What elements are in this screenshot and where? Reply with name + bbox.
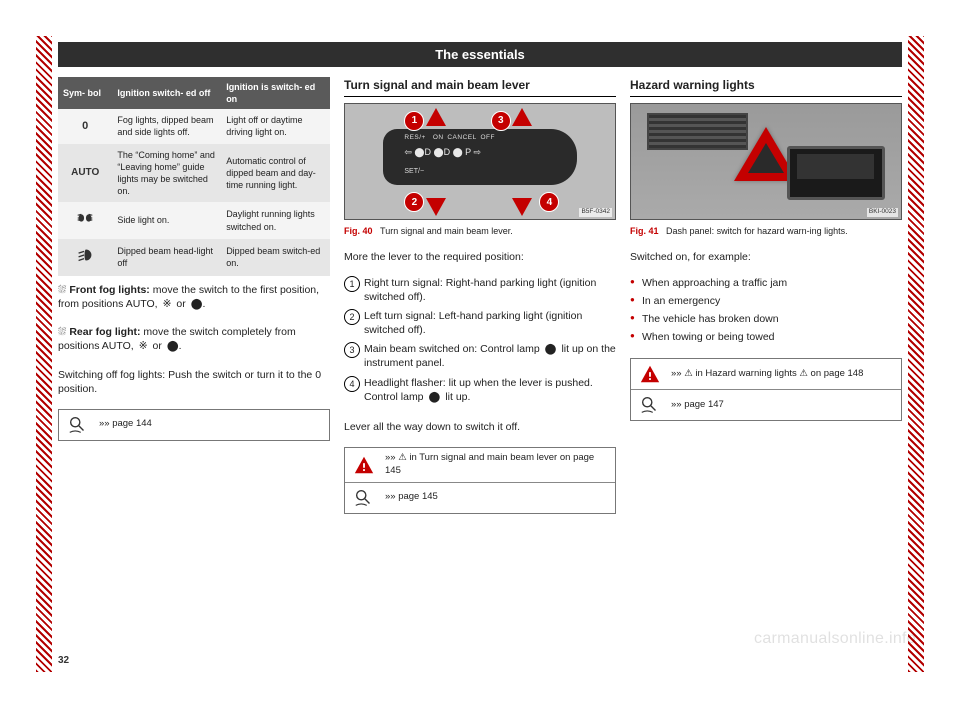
lever-outro: Lever all the way down to switch it off.	[344, 420, 616, 434]
sym-auto: AUTO	[58, 144, 112, 203]
column-2: Turn signal and main beam lever RES/+ ON…	[344, 77, 616, 666]
cell-on: Dipped beam switch-ed on.	[221, 239, 330, 276]
rear-fog-label: Rear fog light:	[69, 326, 140, 338]
book-icon	[65, 414, 91, 436]
lever-intro: More the lever to the required position:	[344, 250, 616, 264]
figure-40: RES/+ ON CANCEL OFF ⇦ ⬤D ⬤D ⬤ P ⇨ SET/− …	[344, 103, 616, 220]
arrow-up-1	[426, 108, 446, 126]
step-3: Main beam switched on: Control lamp ⬤ li…	[344, 342, 616, 370]
rear-fog-para: ⛆ Rear fog light: move the switch comple…	[58, 325, 330, 353]
page-header: The essentials	[58, 42, 902, 67]
figure-ref-code: BKI-0023	[867, 208, 898, 217]
table-row: 0 Fog lights, dipped beam and side light…	[58, 109, 330, 143]
page-number: 32	[58, 655, 69, 666]
bullet-3: The vehicle has broken down	[630, 312, 902, 326]
stalk-set-label: SET/−	[404, 167, 424, 176]
warning-ref-text: »» ⚠ in Hazard warning lights ⚠ on page …	[671, 368, 863, 381]
bullet-2: In an emergency	[630, 294, 902, 308]
sym-sidelight-icon	[58, 202, 112, 239]
callout-4: 4	[539, 192, 559, 212]
warning-ref-row: »» ⚠ in Turn signal and main beam lever …	[345, 448, 615, 482]
step-4: Headlight flasher: lit up when the lever…	[344, 376, 616, 404]
figure-40-image: RES/+ ON CANCEL OFF ⇦ ⬤D ⬤D ⬤ P ⇨ SET/− …	[345, 104, 615, 219]
figure-40-caption: Fig. 40 Turn signal and main beam lever.	[344, 225, 616, 237]
fig-number: Fig. 40	[344, 226, 373, 236]
cell-on: Daylight running lights switched on.	[221, 202, 330, 239]
bullet-1: When approaching a traffic jam	[630, 276, 902, 290]
reference-box: »» ⚠ in Turn signal and main beam lever …	[344, 447, 616, 514]
book-ref-text: »» page 144	[99, 418, 152, 431]
hazard-intro: Switched on, for example:	[630, 250, 902, 264]
symbol-table: Sym- bol Ignition switch- ed off Ignitio…	[58, 77, 330, 276]
bullet-4: When towing or being towed	[630, 330, 902, 344]
step-2: Left turn signal: Left-hand parking ligh…	[344, 309, 616, 337]
front-fog-para: ⛆ Front fog lights: move the switch to t…	[58, 283, 330, 311]
book-ref-row: »» page 147	[631, 389, 901, 420]
sym-zero: 0	[58, 109, 112, 143]
page-content: The essentials Sym- bol Ignition switch-…	[58, 42, 902, 666]
lever-steps: Right turn signal: Right-hand parking li…	[344, 276, 616, 409]
arrow-down-4	[512, 198, 532, 216]
th-off: Ignition switch- ed off	[112, 77, 221, 109]
cell-off: Fog lights, dipped beam and side lights …	[112, 109, 221, 143]
fog-icon: ⛆	[58, 326, 69, 338]
reference-box: »» page 144	[58, 409, 330, 441]
cell-off: Dipped beam head-light off	[112, 239, 221, 276]
table-row: Dipped beam head-light off Dipped beam s…	[58, 239, 330, 276]
arrow-down-2	[426, 198, 446, 216]
page-border-right	[908, 36, 924, 672]
table-row: AUTO The “Coming home” and “Leaving home…	[58, 144, 330, 203]
callout-2: 2	[404, 192, 424, 212]
page-border-left	[36, 36, 52, 672]
switch-off-para: Switching off fog lights: Push the switc…	[58, 368, 330, 396]
warning-ref-row: »» ⚠ in Hazard warning lights ⚠ on page …	[631, 359, 901, 389]
figure-ref-code: B5F-0342	[579, 208, 612, 217]
fig-caption-text: Turn signal and main beam lever.	[380, 226, 513, 236]
column-3: Hazard warning lights BKI-0023 Fig. 41 D…	[630, 77, 902, 666]
warning-icon	[637, 363, 663, 385]
section-title: Hazard warning lights	[630, 77, 902, 97]
figure-41-image: BKI-0023	[631, 104, 901, 219]
cell-on: Automatic control of dipped beam and day…	[221, 144, 330, 203]
cell-off: Side light on.	[112, 202, 221, 239]
cell-off: The “Coming home” and “Leaving home” gui…	[112, 144, 221, 203]
sym-dipped-icon	[58, 239, 112, 276]
figure-41-caption: Fig. 41 Dash panel: switch for hazard wa…	[630, 225, 902, 237]
fog-icon: ⛆	[58, 284, 69, 296]
book-ref-text: »» page 147	[671, 399, 724, 412]
hazard-bullets: When approaching a traffic jam In an eme…	[630, 276, 902, 349]
th-symbol: Sym- bol	[58, 77, 112, 109]
arrow-up-3	[512, 108, 532, 126]
warning-ref-text: »» ⚠ in Turn signal and main beam lever …	[385, 452, 609, 478]
infotainment-screen	[787, 146, 885, 200]
callout-3: 3	[491, 111, 511, 131]
book-ref-row: »» page 145	[345, 482, 615, 513]
stalk-top-labels: RES/+ ON CANCEL OFF	[404, 134, 495, 143]
th-on: Ignition is switch- ed on	[221, 77, 330, 109]
table-row: Side light on. Daylight running lights s…	[58, 202, 330, 239]
fig-number: Fig. 41	[630, 226, 659, 236]
book-icon	[637, 394, 663, 416]
reference-box: »» ⚠ in Hazard warning lights ⚠ on page …	[630, 358, 902, 421]
book-ref-row: »» page 144	[59, 410, 329, 440]
columns: Sym- bol Ignition switch- ed off Ignitio…	[58, 67, 902, 666]
fig-caption-text: Dash panel: switch for hazard warn-ing l…	[666, 226, 848, 236]
book-icon	[351, 487, 377, 509]
warning-icon	[351, 454, 377, 476]
book-ref-text: »» page 145	[385, 491, 438, 504]
watermark: carmanualsonline.info	[754, 630, 916, 648]
section-title: Turn signal and main beam lever	[344, 77, 616, 97]
cell-on: Light off or daytime driving light on.	[221, 109, 330, 143]
front-fog-label: Front fog lights:	[69, 284, 149, 296]
figure-41: BKI-0023	[630, 103, 902, 220]
callout-1: 1	[404, 111, 424, 131]
stalk-icons: ⇦ ⬤D ⬤D ⬤ P ⇨	[404, 146, 481, 158]
column-1: Sym- bol Ignition switch- ed off Ignitio…	[58, 77, 330, 666]
step-1: Right turn signal: Right-hand parking li…	[344, 276, 616, 304]
